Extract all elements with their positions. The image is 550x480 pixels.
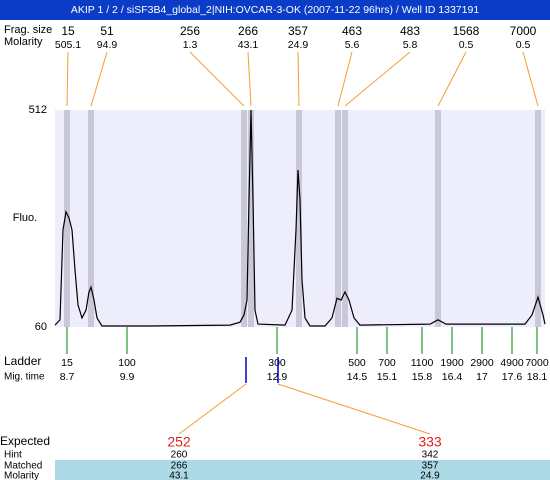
ladder-time: 16.4 <box>442 371 463 383</box>
ladder-size: 4900 <box>500 357 524 369</box>
molarity-value: 43.1 <box>169 471 189 480</box>
expected-connector <box>277 383 431 435</box>
peak-connector <box>189 51 245 107</box>
matched-value: 266 <box>171 461 188 472</box>
molarity-row-label: Molarity <box>4 36 43 48</box>
peak-band <box>435 110 441 327</box>
ladder-size: 7000 <box>525 357 549 369</box>
hint-value: 342 <box>422 450 439 461</box>
ladder-label: Ladder <box>4 354 41 368</box>
ladder-size: 500 <box>348 357 366 369</box>
peak-band <box>248 110 254 327</box>
matched-band <box>55 460 550 480</box>
peak-band <box>342 110 348 327</box>
matched-label: Matched <box>4 461 42 472</box>
title: AKIP 1 / 2 / siSF3B4_global_2|NIH:OVCAR-… <box>71 4 480 16</box>
expected-label: Expected <box>0 434 50 448</box>
ladder-time: 15.8 <box>412 371 433 383</box>
peak-molarity: 24.9 <box>288 39 309 51</box>
expected-connector <box>178 383 247 435</box>
ladder-time: 17.6 <box>502 371 523 383</box>
matched-value: 357 <box>422 461 439 472</box>
peak-connector <box>337 51 353 107</box>
ladder-size: 1100 <box>411 357 434 369</box>
exp-molarity-label: Molarity <box>4 471 39 480</box>
ladder-time: 12.9 <box>267 371 288 383</box>
ladder-size: 100 <box>118 357 136 369</box>
peak-size: 266 <box>238 24 258 38</box>
hint-value: 260 <box>171 450 188 461</box>
y-tick-label: 60 <box>35 321 47 333</box>
ladder-size: 300 <box>268 357 286 369</box>
y-tick-label: 512 <box>29 104 47 116</box>
peak-connector <box>437 51 467 107</box>
peak-connector <box>247 51 252 107</box>
peak-band <box>241 110 247 327</box>
peak-molarity: 5.8 <box>403 39 418 51</box>
size-row-label: Frag. size <box>4 24 52 36</box>
peak-connector <box>522 51 539 107</box>
ladder-size: 1900 <box>440 357 464 369</box>
peak-molarity: 94.9 <box>97 39 118 51</box>
peak-connector <box>90 51 108 107</box>
hint-label: Hint <box>4 450 22 461</box>
peak-size: 51 <box>100 24 114 38</box>
ladder-time: 17 <box>476 371 488 383</box>
peak-connector <box>66 51 69 107</box>
peak-size: 483 <box>400 24 420 38</box>
ladder-time: 9.9 <box>120 371 135 383</box>
peak-molarity: 505.1 <box>55 39 81 51</box>
peak-size: 1568 <box>453 24 480 38</box>
peak-size: 15 <box>61 24 75 38</box>
ladder-time: 18.1 <box>527 371 548 383</box>
ladder-time: 15.1 <box>377 371 398 383</box>
ladder-time: 14.5 <box>347 371 368 383</box>
peak-size: 256 <box>180 24 200 38</box>
y-axis-label: Fluo. <box>13 212 37 224</box>
peak-band <box>296 110 302 327</box>
peak-size: 357 <box>288 24 308 38</box>
expected-value: 252 <box>167 434 191 450</box>
ladder-size: 700 <box>378 357 396 369</box>
peak-size: 463 <box>342 24 362 38</box>
ladder-size: 15 <box>61 357 73 369</box>
peak-connector <box>297 51 300 107</box>
peak-band <box>64 110 70 327</box>
ladder-size: 2900 <box>470 357 494 369</box>
peak-size: 7000 <box>510 24 537 38</box>
peak-molarity: 0.5 <box>516 39 531 51</box>
peak-connector <box>344 51 411 107</box>
title-bar <box>0 0 550 20</box>
peak-molarity: 1.3 <box>183 39 198 51</box>
peak-molarity: 0.5 <box>459 39 474 51</box>
mig-time-label: Mig. time <box>4 372 45 383</box>
peak-molarity: 43.1 <box>238 39 259 51</box>
peak-band <box>535 110 541 327</box>
peak-band <box>335 110 341 327</box>
peak-band <box>88 110 94 327</box>
expected-value: 333 <box>418 434 442 450</box>
peak-molarity: 5.6 <box>345 39 360 51</box>
ladder-time: 8.7 <box>60 371 75 383</box>
molarity-value: 24.9 <box>420 471 440 480</box>
trace <box>54 109 546 327</box>
